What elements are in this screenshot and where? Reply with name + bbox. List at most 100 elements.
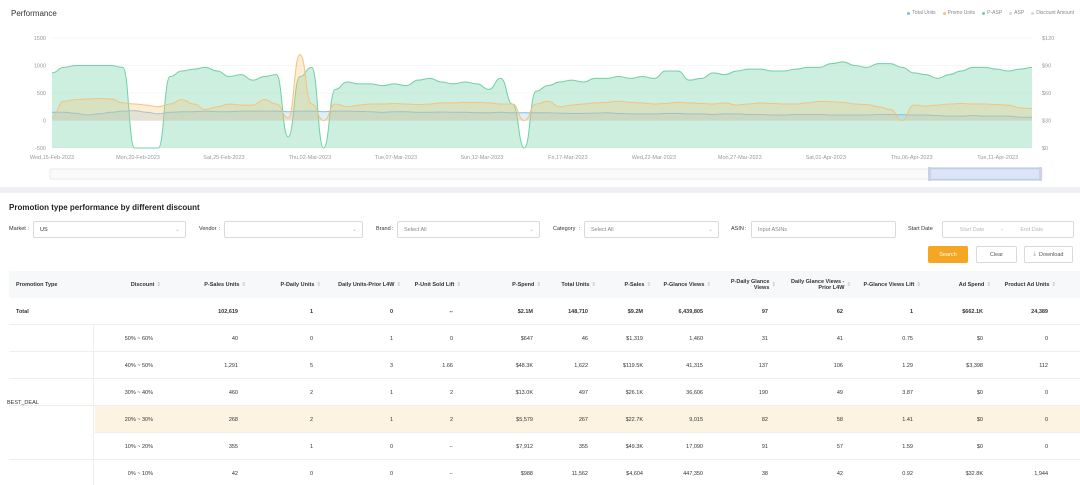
table-cell: 6,439,805 [678,308,703,315]
sort-icon[interactable]: ⇕ [916,281,921,288]
column-header[interactable]: Total Units ⇕ [549,271,604,298]
column-header-label: Ad Spend [958,281,985,288]
clear-button[interactable]: Clear [976,246,1017,263]
sort-icon[interactable]: ⇕ [536,281,541,288]
column-header-label: P-Unit Sold Lift [414,281,455,288]
table-cell: 148,710 [568,308,588,315]
sort-icon[interactable]: ⇕ [156,281,161,288]
column-header[interactable]: P-Glance Views Lift ⇕ [859,271,929,298]
table-row[interactable]: 30% ~ 40% 460 2 1 2 $13.0K 497 $26.1K 36,606 190 4… [9,379,1080,406]
market-select[interactable]: US ⌄ [33,221,186,238]
column-header[interactable]: Product Ad Units ⇕ [999,271,1064,298]
column-header[interactable]: P-Spend ⇕ [469,271,549,298]
table-row[interactable]: 40% ~ 50% 1,291 5 3 1.66 $48.3K 1,622 $119.5K 41… [9,352,1080,379]
download-button[interactable]: ⤓ Download [1024,246,1073,263]
table-cell: 0 [309,335,313,342]
sort-icon[interactable]: ⇕ [986,281,991,288]
column-header-label: P-Sales Units [204,281,240,288]
y-right-tick: $120 [1042,36,1054,42]
category-placeholder: Select All [591,227,614,233]
legend-item[interactable]: ASP [1009,10,1024,16]
sort-icon[interactable]: ⇕ [241,281,246,288]
sort-icon[interactable]: ⇕ [846,281,851,288]
column-header[interactable]: P-Daily Glance Views ⇕ [719,271,784,298]
chevron-down-icon: ⌄ [351,227,357,233]
legend-dot-icon [907,11,911,15]
start-date-input[interactable]: Start Date [959,226,985,233]
vendor-label: Vendor [199,226,217,232]
series-line [51,53,1033,122]
column-header-label: Total Units [561,281,590,288]
asin-input[interactable]: Input ASINs [751,221,896,238]
column-header[interactable]: P-Sales ⇕ [604,271,659,298]
table-cell: 137 [758,362,768,369]
column-header[interactable]: Daily Glance Views - Prior L4W ⇕ [784,271,859,298]
sort-icon[interactable]: ⇕ [316,281,321,288]
column-header[interactable]: P-Unit Sold Lift ⇕ [409,271,469,298]
table-header: Promotion Type Discount ⇕ P-Sales Units ⇕ P-D… [9,271,1080,298]
legend-item[interactable]: Promo Units [942,10,975,16]
column-header[interactable]: Ad Spend ⇕ [929,271,999,298]
table-cell: 1,291 [224,362,238,369]
table-cell: $3,398 [966,362,983,369]
table-cell: 0 [309,470,313,477]
x-tick: Sat,25-Feb-2023 [203,155,244,161]
download-label: Download [1038,251,1064,258]
table-cell: 0 [1044,389,1048,396]
table-row[interactable]: 50% ~ 60% 40 0 1 0 $647 46 $1,319 1,460 31 41 0.75 $… [9,325,1080,352]
table-cell: $2.1M [517,308,533,315]
sort-icon[interactable]: ⇕ [591,281,596,288]
table-cell: $647 [520,335,533,342]
column-header[interactable]: Discount ⇕ [104,271,169,298]
table-row[interactable]: Total 102,619 1 0 -- $2.1M 148,710 $9.2M 6,439,8… [9,298,1080,325]
table-cell: 355 [228,443,238,450]
chevron-down-icon: ⌄ [528,227,534,233]
table-cell: 102,619 [218,308,238,315]
table-cell: 2 [309,416,313,423]
brand-label: Brand [376,226,391,232]
date-range-picker[interactable]: Start Date - End Date [942,221,1074,238]
column-header[interactable]: P-Glance Views ⇕ [659,271,719,298]
table-cell: 41,315 [686,362,703,369]
table-cell: 2 [449,389,453,396]
end-date-input[interactable]: End Date [1020,226,1044,233]
sort-icon[interactable]: ⇕ [646,281,651,288]
table-cell: 17,090 [686,443,703,450]
table-cell: 40% ~ 50% [124,362,153,369]
table-row[interactable]: 20% ~ 30% 268 2 1 2 $5,579 267 $22.7K 9,015 82 58 1… [95,406,1080,433]
column-header[interactable]: P-Daily Units ⇕ [254,271,329,298]
table-cell: 41 [836,335,843,342]
legend-item[interactable]: P-ASP [982,10,1002,16]
table-cell: 1,622 [574,362,588,369]
brand-select[interactable]: Select All ⌄ [397,221,540,238]
legend-item[interactable]: Discount Amount [1031,10,1074,16]
section-divider [0,187,1080,193]
filter-bar: Market: US ⌄ Vendor: ⌄ Brand: Select All… [0,221,1080,239]
category-select[interactable]: Select All ⌄ [584,221,719,238]
table-row[interactable]: 0% ~ 10% 42 0 0 -- $988 11,562 $4,604 447,350 38 4… [9,460,1080,485]
sort-icon[interactable]: ⇕ [771,281,776,288]
vendor-select[interactable]: ⌄ [224,221,363,238]
y-left-tick: -500 [35,146,46,152]
table-cell: 1 [909,308,913,315]
column-header[interactable]: P-Sales Units ⇕ [169,271,254,298]
table-cell: 9,015 [689,416,703,423]
table-cell: $0 [976,335,983,342]
table-cell: 46 [581,335,588,342]
y-left-tick: 1000 [34,64,46,70]
table-row[interactable]: 10% ~ 20% 355 1 0 -- $7,912 355 $49.3K 17,090 91 5… [9,433,1080,460]
sort-icon[interactable]: ⇕ [706,281,711,288]
table-cell: $5,579 [516,416,533,423]
x-tick: Fri,17-Mar-2023 [548,155,587,161]
table-cell: 5 [309,362,313,369]
sort-icon[interactable]: ⇕ [1051,281,1056,288]
legend-item[interactable]: Total Units [907,10,936,16]
table-cell: 355 [578,443,588,450]
sort-icon[interactable]: ⇕ [456,281,461,288]
search-button[interactable]: Search [928,246,968,263]
y-right-tick: $0 [1042,146,1048,152]
table-cell: 1 [309,443,313,450]
table-cell: $13.0K [515,389,533,396]
column-header[interactable]: Daily Units-Prior L4W ⇕ [329,271,409,298]
sort-icon[interactable]: ⇕ [396,281,401,288]
